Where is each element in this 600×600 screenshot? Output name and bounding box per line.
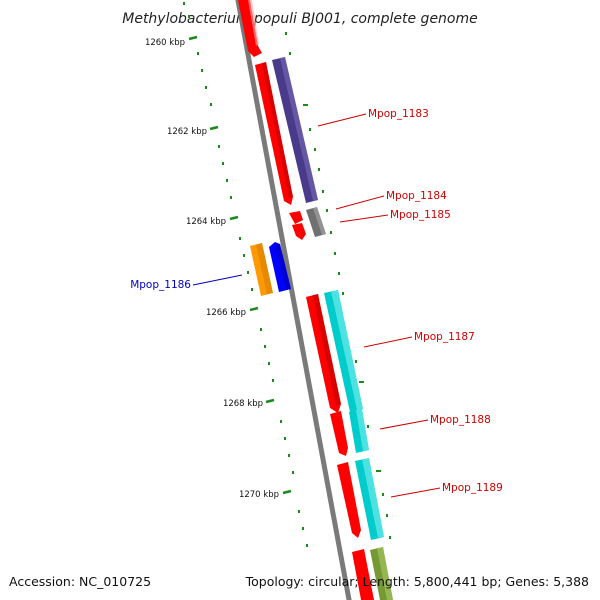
major-tick [265, 398, 275, 404]
leader-line [390, 487, 441, 498]
gene-feature [337, 462, 361, 538]
gene-feature [352, 549, 375, 600]
tick-label: 1264 kbp [186, 217, 226, 227]
gene-feature [289, 211, 303, 224]
gene-feature-shade [262, 62, 293, 198]
gene-feature-shade [313, 294, 341, 406]
leader-line [363, 336, 413, 348]
gene-feature-highlight [356, 409, 369, 451]
major-tick [229, 215, 239, 221]
gene-features [238, 0, 394, 600]
major-tick [249, 306, 259, 312]
leader-line [335, 195, 385, 210]
gene-feature-highlight [331, 290, 363, 410]
accession-text: Accession: NC_010725 [9, 574, 151, 589]
major-tick [282, 489, 292, 495]
leader-line [379, 419, 429, 430]
tick-label: 1262 kbp [167, 127, 207, 137]
gene-label-mpop-1185[interactable]: Mpop_1185 [390, 209, 451, 221]
tick-track [183, 2, 308, 547]
tick-label: 1260 kbp [145, 38, 185, 48]
gene-feature [330, 411, 348, 456]
tick-label: 1266 kbp [206, 308, 246, 318]
tick-label: 1268 kbp [223, 399, 263, 409]
gene-label-mpop-1188[interactable]: Mpop_1188 [430, 414, 491, 426]
leader-line [192, 274, 243, 286]
label-leaders [192, 113, 441, 498]
leader-line [339, 214, 389, 223]
genome-backbone [235, 0, 352, 600]
map-title: Methylobacterium populi BJ001, complete … [122, 11, 478, 27]
major-tick [209, 125, 219, 131]
gene-feature-shade [275, 244, 291, 290]
gene-feature-highlight [313, 207, 326, 235]
genome-summary-text: Topology: circular; Length: 5,800,441 bp… [245, 574, 589, 589]
gene-label-mpop-1186[interactable]: Mpop_1186 [130, 279, 191, 291]
inner-dotted-track [285, 32, 391, 539]
leader-line [317, 113, 367, 127]
gene-feature-highlight [248, 0, 259, 46]
gene-label-mpop-1187[interactable]: Mpop_1187 [414, 331, 475, 343]
gene-label-mpop-1189[interactable]: Mpop_1189 [442, 482, 503, 494]
gene-feature-highlight [280, 57, 318, 201]
gene-feature-highlight [362, 458, 384, 538]
gene-feature [292, 223, 306, 240]
gene-feature-shade [256, 243, 273, 294]
major-ticks [188, 35, 292, 495]
major-tick [188, 35, 198, 41]
gene-label-mpop-1184[interactable]: Mpop_1184 [386, 190, 447, 202]
tick-label: 1270 kbp [239, 490, 279, 500]
gene-label-mpop-1183[interactable]: Mpop_1183 [368, 108, 429, 120]
gene-feature-highlight [377, 547, 394, 600]
